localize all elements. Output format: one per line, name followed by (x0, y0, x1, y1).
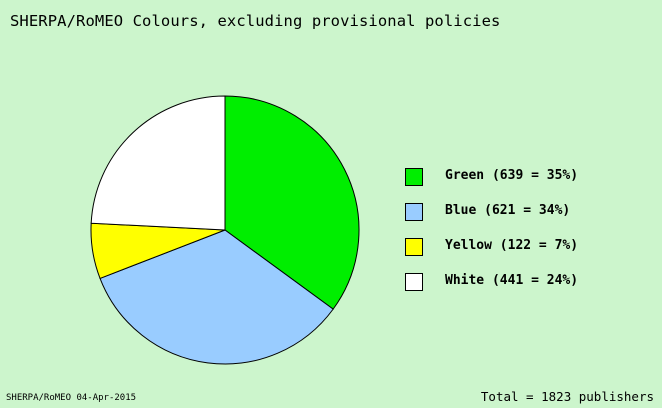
legend-swatch-white (405, 273, 423, 291)
legend-swatch-green (405, 168, 423, 186)
legend-swatch-blue (405, 203, 423, 221)
total-label: Total = 1823 publishers (480, 389, 654, 404)
legend-swatch-yellow (405, 238, 423, 256)
legend-label-green: Green (639 = 35%) (445, 168, 579, 183)
chart-title: SHERPA/RoMEO Colours, excluding provisio… (10, 12, 501, 30)
pie-slice-blue (99, 229, 334, 365)
pie-slice-white (90, 95, 226, 231)
legend-label-blue: Blue (621 = 34%) (445, 203, 571, 218)
legend-label-white: White (441 = 24%) (445, 273, 579, 288)
source-date-label: SHERPA/RoMEO 04-Apr-2015 (6, 393, 137, 403)
legend-label-yellow: Yellow (122 = 7%) (445, 238, 579, 253)
pie-slice-green (224, 95, 360, 310)
